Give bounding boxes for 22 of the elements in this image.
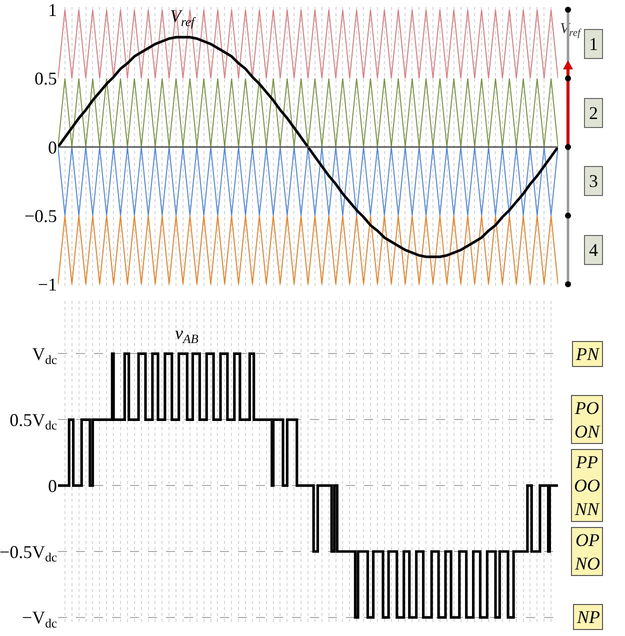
line-series [58,36,558,258]
text: 4 [589,240,598,260]
text: PO ON [574,398,600,442]
text: OP NO [574,530,600,574]
text: PN [575,344,600,364]
text: NP [576,607,600,627]
text: 2 [589,103,598,123]
text: 3 [589,171,598,191]
text: PP OO NN [574,452,600,519]
y-tick-label: 0.5 [34,68,57,89]
y-tick-label: 0 [48,137,57,158]
y-tick-label: −V$_{dc}$ [22,608,58,630]
series-label: v$_{AB}$ [175,323,199,346]
y-tick-label: V$_{dc}$ [32,344,58,367]
y-tick-label: 1 [48,0,57,20]
series-label: V$_{ref}$ [170,6,196,29]
y-tick-label: 0 [48,476,57,496]
text: 1 [589,34,598,54]
y-tick-label: −1 [38,274,57,295]
y-tick-label: −0.5 [24,206,57,226]
y-tick-label: −0.5V$_{dc}$ [0,542,58,565]
y-tick-label: 0.5V$_{dc}$ [10,410,58,433]
